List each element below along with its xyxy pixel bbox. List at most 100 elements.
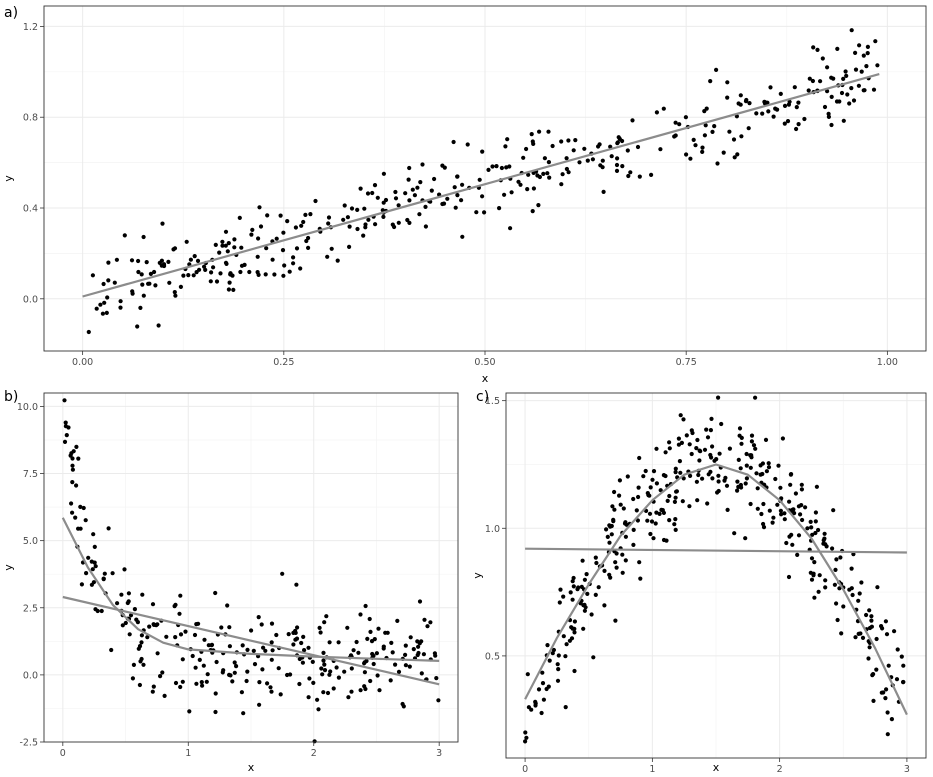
data-point: [630, 118, 635, 123]
data-point: [533, 701, 538, 706]
data-point: [173, 635, 178, 640]
data-point: [295, 625, 300, 630]
data-point: [194, 270, 199, 275]
data-point: [178, 284, 183, 289]
data-point: [530, 139, 535, 144]
data-point: [802, 116, 807, 122]
data-point: [839, 631, 844, 636]
data-point: [196, 621, 201, 626]
data-point: [345, 215, 350, 220]
data-point: [199, 680, 204, 685]
data-point: [381, 171, 386, 176]
data-point: [849, 586, 854, 591]
data-point: [716, 473, 721, 478]
data-point: [300, 660, 305, 665]
data-point: [678, 470, 683, 475]
data-point: [695, 498, 700, 503]
data-point: [227, 625, 232, 630]
data-point: [70, 467, 75, 472]
data-point: [302, 648, 307, 653]
data-point: [613, 560, 618, 565]
data-point: [879, 624, 884, 629]
data-point: [66, 425, 71, 430]
data-point: [140, 592, 145, 597]
x-tick-label: 0: [60, 748, 66, 759]
panel-label: b): [4, 389, 18, 405]
data-point: [328, 669, 333, 674]
data-point: [257, 702, 262, 707]
data-point: [482, 210, 487, 215]
data-point: [609, 523, 614, 529]
data-point: [572, 630, 577, 635]
data-point: [68, 453, 73, 458]
data-point: [822, 531, 827, 536]
data-point: [617, 478, 623, 483]
data-point: [79, 582, 84, 587]
data-point: [306, 245, 311, 250]
data-point: [743, 536, 748, 541]
data-point: [312, 739, 317, 744]
data-point: [351, 648, 356, 653]
data-point: [390, 222, 395, 227]
data-point: [736, 457, 741, 462]
data-point: [194, 681, 199, 686]
data-point: [99, 608, 104, 614]
data-point: [679, 440, 685, 445]
data-point: [755, 486, 760, 491]
data-point: [358, 186, 363, 191]
data-point: [411, 647, 416, 652]
data-point: [547, 658, 552, 663]
data-point: [452, 185, 457, 190]
data-point: [867, 608, 872, 613]
data-point: [637, 560, 642, 565]
data-point: [628, 170, 633, 175]
data-point: [856, 83, 862, 88]
data-point: [681, 417, 686, 422]
data-point: [342, 203, 347, 208]
data-point: [749, 439, 755, 444]
data-point: [396, 669, 402, 675]
data-point: [693, 143, 698, 148]
data-point: [787, 534, 792, 539]
data-point: [317, 625, 322, 631]
data-point: [293, 628, 298, 634]
data-point: [727, 446, 733, 451]
data-point: [867, 645, 872, 650]
data-point: [724, 483, 730, 488]
data-point: [503, 144, 508, 149]
data-point: [847, 101, 852, 106]
data-point: [104, 310, 109, 315]
data-point: [502, 192, 507, 197]
data-point: [89, 582, 94, 587]
data-point: [789, 472, 794, 477]
data-point: [138, 305, 143, 310]
data-point: [118, 305, 123, 310]
data-point: [62, 439, 68, 444]
data-point: [94, 306, 99, 311]
data-point: [787, 99, 792, 104]
data-point: [744, 476, 750, 481]
data-point: [759, 511, 764, 517]
data-point: [322, 662, 327, 667]
data-point: [754, 471, 759, 476]
data-point: [812, 560, 817, 565]
data-point: [308, 212, 313, 217]
data-point: [604, 527, 609, 532]
data-point: [321, 650, 326, 656]
data-point: [710, 476, 715, 481]
data-point: [376, 626, 381, 631]
data-point: [160, 221, 165, 226]
data-point: [667, 493, 672, 499]
data-point: [69, 501, 74, 506]
data-point: [137, 682, 142, 688]
data-point: [608, 144, 613, 149]
data-point: [873, 39, 878, 44]
data-point: [823, 585, 828, 590]
data-point: [335, 258, 340, 263]
data-point: [794, 105, 799, 110]
data-point: [901, 679, 906, 685]
data-point: [455, 174, 460, 179]
data-point: [865, 44, 871, 50]
data-point: [167, 280, 172, 285]
data-point: [561, 594, 566, 599]
